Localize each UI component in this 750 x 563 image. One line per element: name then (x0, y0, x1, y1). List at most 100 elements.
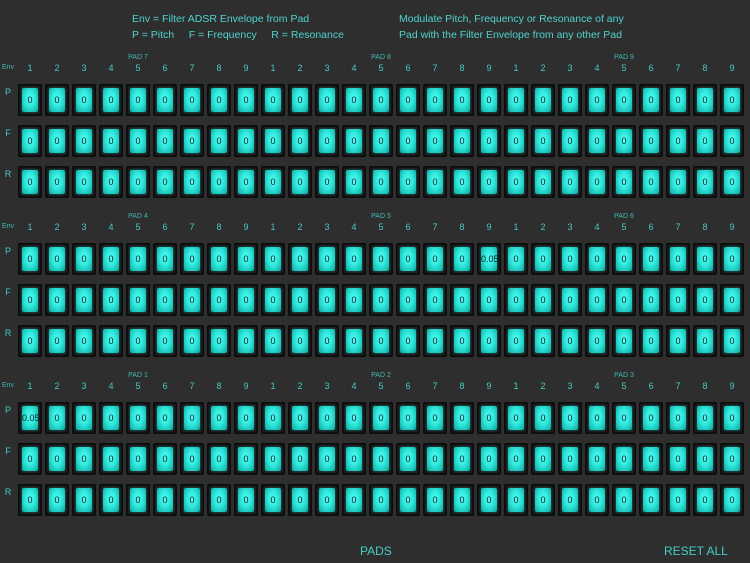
mod-amount-pad[interactable]: 0 (72, 484, 96, 516)
mod-amount-pad[interactable]: 0 (396, 84, 420, 116)
mod-amount-pad[interactable]: 0 (45, 166, 69, 198)
mod-amount-pad[interactable]: 0 (153, 325, 177, 357)
mod-amount-pad[interactable]: 0 (234, 125, 258, 157)
mod-amount-pad[interactable]: 0 (45, 443, 69, 475)
mod-amount-pad[interactable]: 0 (342, 84, 366, 116)
mod-amount-pad[interactable]: 0 (720, 325, 744, 357)
mod-amount-pad[interactable]: 0 (288, 243, 312, 275)
mod-amount-pad[interactable]: 0 (288, 443, 312, 475)
mod-amount-pad[interactable]: 0 (666, 125, 690, 157)
mod-amount-pad[interactable]: 0 (72, 284, 96, 316)
mod-amount-pad[interactable]: 0 (45, 484, 69, 516)
mod-amount-pad[interactable]: 0 (315, 402, 339, 434)
mod-amount-pad[interactable]: 0 (18, 84, 42, 116)
mod-amount-pad[interactable]: 0 (45, 284, 69, 316)
mod-amount-pad[interactable]: 0 (99, 84, 123, 116)
mod-amount-pad[interactable]: 0 (234, 166, 258, 198)
mod-amount-pad[interactable]: 0 (180, 325, 204, 357)
mod-amount-pad[interactable]: 0 (693, 243, 717, 275)
mod-amount-pad[interactable]: 0 (261, 443, 285, 475)
mod-amount-pad[interactable]: 0 (207, 84, 231, 116)
mod-amount-pad[interactable]: 0 (558, 243, 582, 275)
mod-amount-pad[interactable]: 0 (423, 84, 447, 116)
mod-amount-pad[interactable]: 0 (558, 284, 582, 316)
mod-amount-pad[interactable]: 0 (315, 243, 339, 275)
mod-amount-pad[interactable]: 0 (477, 484, 501, 516)
mod-amount-pad[interactable]: 0 (720, 84, 744, 116)
mod-amount-pad[interactable]: 0 (531, 284, 555, 316)
mod-amount-pad[interactable]: 0 (693, 443, 717, 475)
mod-amount-pad[interactable]: 0 (180, 484, 204, 516)
mod-amount-pad[interactable]: 0 (693, 484, 717, 516)
mod-amount-pad[interactable]: 0 (720, 484, 744, 516)
mod-amount-pad[interactable]: 0 (639, 243, 663, 275)
mod-amount-pad[interactable]: 0 (531, 243, 555, 275)
mod-amount-pad[interactable]: 0 (612, 243, 636, 275)
mod-amount-pad[interactable]: 0 (396, 125, 420, 157)
mod-amount-pad[interactable]: 0 (288, 325, 312, 357)
mod-amount-pad[interactable]: 0 (558, 484, 582, 516)
mod-amount-pad[interactable]: 0 (180, 243, 204, 275)
mod-amount-pad[interactable]: 0 (585, 84, 609, 116)
mod-amount-pad[interactable]: 0 (369, 443, 393, 475)
mod-amount-pad[interactable]: 0 (153, 402, 177, 434)
mod-amount-pad[interactable]: 0 (639, 484, 663, 516)
mod-amount-pad[interactable]: 0 (45, 84, 69, 116)
mod-amount-pad[interactable]: 0 (504, 284, 528, 316)
mod-amount-pad[interactable]: 0 (477, 443, 501, 475)
mod-amount-pad[interactable]: 0 (18, 484, 42, 516)
mod-amount-pad[interactable]: 0 (18, 243, 42, 275)
mod-amount-pad[interactable]: 0 (72, 443, 96, 475)
mod-amount-pad[interactable]: 0 (261, 243, 285, 275)
mod-amount-pad[interactable]: 0 (504, 166, 528, 198)
mod-amount-pad[interactable]: 0 (234, 484, 258, 516)
mod-amount-pad[interactable]: 0 (531, 84, 555, 116)
mod-amount-pad[interactable]: 0 (396, 284, 420, 316)
mod-amount-pad[interactable]: 0 (45, 125, 69, 157)
mod-amount-pad[interactable]: 0 (261, 166, 285, 198)
mod-amount-pad[interactable]: 0 (126, 443, 150, 475)
mod-amount-pad[interactable]: 0 (342, 284, 366, 316)
mod-amount-pad[interactable]: 0 (342, 243, 366, 275)
mod-amount-pad[interactable]: 0 (450, 166, 474, 198)
mod-amount-pad[interactable]: 0 (720, 243, 744, 275)
mod-amount-pad[interactable]: 0 (396, 484, 420, 516)
mod-amount-pad[interactable]: 0 (450, 284, 474, 316)
mod-amount-pad[interactable]: 0 (504, 243, 528, 275)
mod-amount-pad[interactable]: 0 (639, 84, 663, 116)
mod-amount-pad[interactable]: 0 (369, 284, 393, 316)
mod-amount-pad[interactable]: 0 (234, 325, 258, 357)
mod-amount-pad[interactable]: 0 (450, 243, 474, 275)
mod-amount-pad[interactable]: 0 (369, 325, 393, 357)
mod-amount-pad[interactable]: 0 (558, 325, 582, 357)
mod-amount-pad[interactable]: 0 (504, 325, 528, 357)
mod-amount-pad[interactable]: 0 (639, 125, 663, 157)
mod-amount-pad[interactable]: 0 (315, 84, 339, 116)
mod-amount-pad[interactable]: 0 (396, 325, 420, 357)
mod-amount-pad[interactable]: 0 (423, 402, 447, 434)
mod-amount-pad[interactable]: 0 (234, 84, 258, 116)
mod-amount-pad[interactable]: 0 (612, 402, 636, 434)
mod-amount-pad[interactable]: 0 (207, 125, 231, 157)
mod-amount-pad[interactable]: 0 (531, 125, 555, 157)
mod-amount-pad[interactable]: 0 (342, 125, 366, 157)
mod-amount-pad[interactable]: 0 (180, 284, 204, 316)
mod-amount-pad[interactable]: 0 (45, 243, 69, 275)
mod-amount-pad[interactable]: 0 (720, 443, 744, 475)
mod-amount-pad[interactable]: 0 (612, 284, 636, 316)
mod-amount-pad[interactable]: 0 (342, 484, 366, 516)
mod-amount-pad[interactable]: 0 (234, 402, 258, 434)
mod-amount-pad[interactable]: 0 (720, 402, 744, 434)
mod-amount-pad[interactable]: 0 (558, 443, 582, 475)
mod-amount-pad[interactable]: 0 (126, 125, 150, 157)
mod-amount-pad[interactable]: 0 (261, 84, 285, 116)
mod-amount-pad[interactable]: 0 (396, 166, 420, 198)
mod-amount-pad[interactable]: 0 (423, 125, 447, 157)
mod-amount-pad[interactable]: 0 (558, 402, 582, 434)
mod-amount-pad[interactable]: 0 (585, 284, 609, 316)
mod-amount-pad[interactable]: 0 (531, 402, 555, 434)
mod-amount-pad[interactable]: 0 (126, 484, 150, 516)
mod-amount-pad[interactable]: 0 (18, 443, 42, 475)
mod-amount-pad[interactable]: 0 (99, 443, 123, 475)
mod-amount-pad[interactable]: 0 (207, 166, 231, 198)
